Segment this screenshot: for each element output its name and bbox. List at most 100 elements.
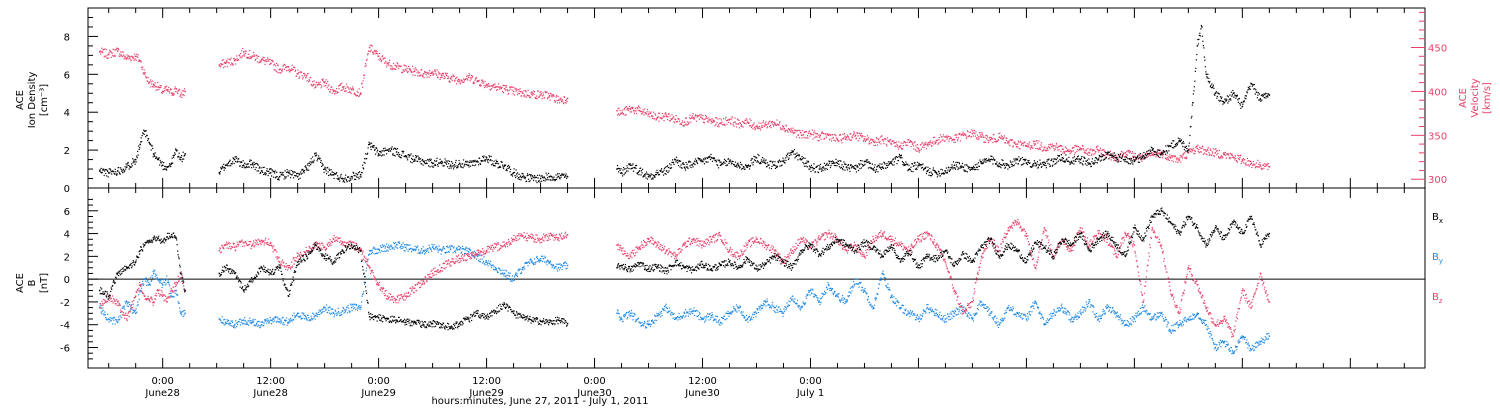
by-series-sample [147,284,149,286]
density-series-sample [1206,76,1208,78]
density-series-sample [417,160,419,162]
density-series-sample [103,169,105,171]
velocity-series-sample [1072,150,1075,152]
by-series-sample [119,315,121,317]
velocity-series-sample [452,74,454,76]
velocity-series-sample [226,60,228,62]
velocity-series-sample [299,76,301,78]
velocity-series-sample [717,124,720,126]
density-series-sample [689,161,692,163]
velocity-series-sample [444,77,446,79]
velocity-series-sample [1112,152,1114,154]
density-series-point [175,149,177,151]
density-series-sample [688,161,691,163]
velocity-series-sample [119,53,121,55]
velocity-series-sample [406,70,408,72]
velocity-series-sample [832,136,835,139]
by-series-sample [373,246,375,248]
velocity-series-sample [1182,154,1184,156]
velocity-series-sample [986,136,989,138]
velocity-series-sample [896,143,898,145]
velocity-series-sample [1152,153,1154,155]
by-series-sample [112,317,114,319]
density-series-sample [340,175,342,177]
density-series-sample [508,167,510,169]
density-series-sample [122,168,124,170]
density-series-sample [933,169,936,172]
velocity-series-sample [313,80,315,82]
velocity-series-sample [256,57,258,59]
density-series-sample [792,150,795,152]
velocity-series-sample [1212,148,1214,150]
density-series-sample [1041,165,1043,168]
velocity-series-sample [762,120,765,122]
density-series-sample [693,162,695,165]
by-series-sample [267,319,269,321]
density-series-sample [850,164,852,166]
density-series-sample [679,166,681,168]
density-series-sample [303,172,305,174]
velocity-series-sample [1169,154,1171,156]
density-series-sample [1084,163,1087,165]
velocity-series-sample [617,113,620,115]
velocity-series-sample [992,141,994,143]
velocity-series-sample [157,81,159,84]
by-series-sample [124,301,126,303]
velocity-series-sample [635,112,638,115]
velocity-series-sample [231,62,233,64]
density-series-sample [666,165,668,168]
density-series-sample [1210,84,1212,87]
density-series-sample [440,162,442,164]
density-series-sample [1003,163,1005,165]
density-series-sample [474,164,477,166]
velocity-series-sample [152,85,154,87]
velocity-series-sample [466,77,468,80]
velocity-series-sample [804,130,806,133]
by-series-sample [170,295,172,297]
velocity-series-sample [973,129,976,132]
velocity-series-sample [684,124,686,126]
by-series-sample [181,314,183,316]
density-series-sample [450,167,452,169]
density-series-sample [1143,158,1145,160]
density-series-sample [1072,160,1075,162]
velocity-series-sample [541,98,543,100]
velocity-series-sample [910,140,913,143]
density-series-sample [753,155,755,158]
velocity-series-sample [698,115,700,117]
density-series-sample [697,157,700,159]
velocity-series-sample [917,150,919,152]
velocity-series-sample [373,52,375,54]
density-series-sample [551,179,554,181]
velocity-series-sample [1084,152,1087,154]
velocity-series-sample [404,65,406,67]
velocity-series-sample [740,124,743,126]
velocity-series-sample [1266,165,1268,167]
density-series-sample [1207,73,1209,75]
density-series-point [1043,164,1046,167]
density-series-sample [1042,161,1044,164]
density-series-sample [108,168,110,170]
by-series-sample [342,306,344,309]
density-series-sample [457,166,459,168]
density-series-sample [1144,156,1146,159]
density-series-sample [770,167,773,170]
density-series-sample [455,159,457,162]
density-series-point [139,143,141,146]
density-series-sample [254,163,256,166]
velocity-series-sample [772,125,775,127]
velocity-series-sample [162,90,164,92]
velocity-series-sample [389,65,391,67]
density-series-sample [878,166,881,168]
velocity-series-sample [495,86,497,88]
velocity-series-sample [707,119,709,121]
by-series-sample [154,270,156,272]
by-series-sample [122,305,124,307]
density-series-sample [1263,97,1265,99]
density-series-sample [1175,142,1177,144]
density-series-sample [929,167,931,170]
velocity-series-sample [1155,152,1157,154]
velocity-series-sample [560,100,563,103]
by-series-sample [368,253,370,255]
density-series-point [314,155,317,157]
